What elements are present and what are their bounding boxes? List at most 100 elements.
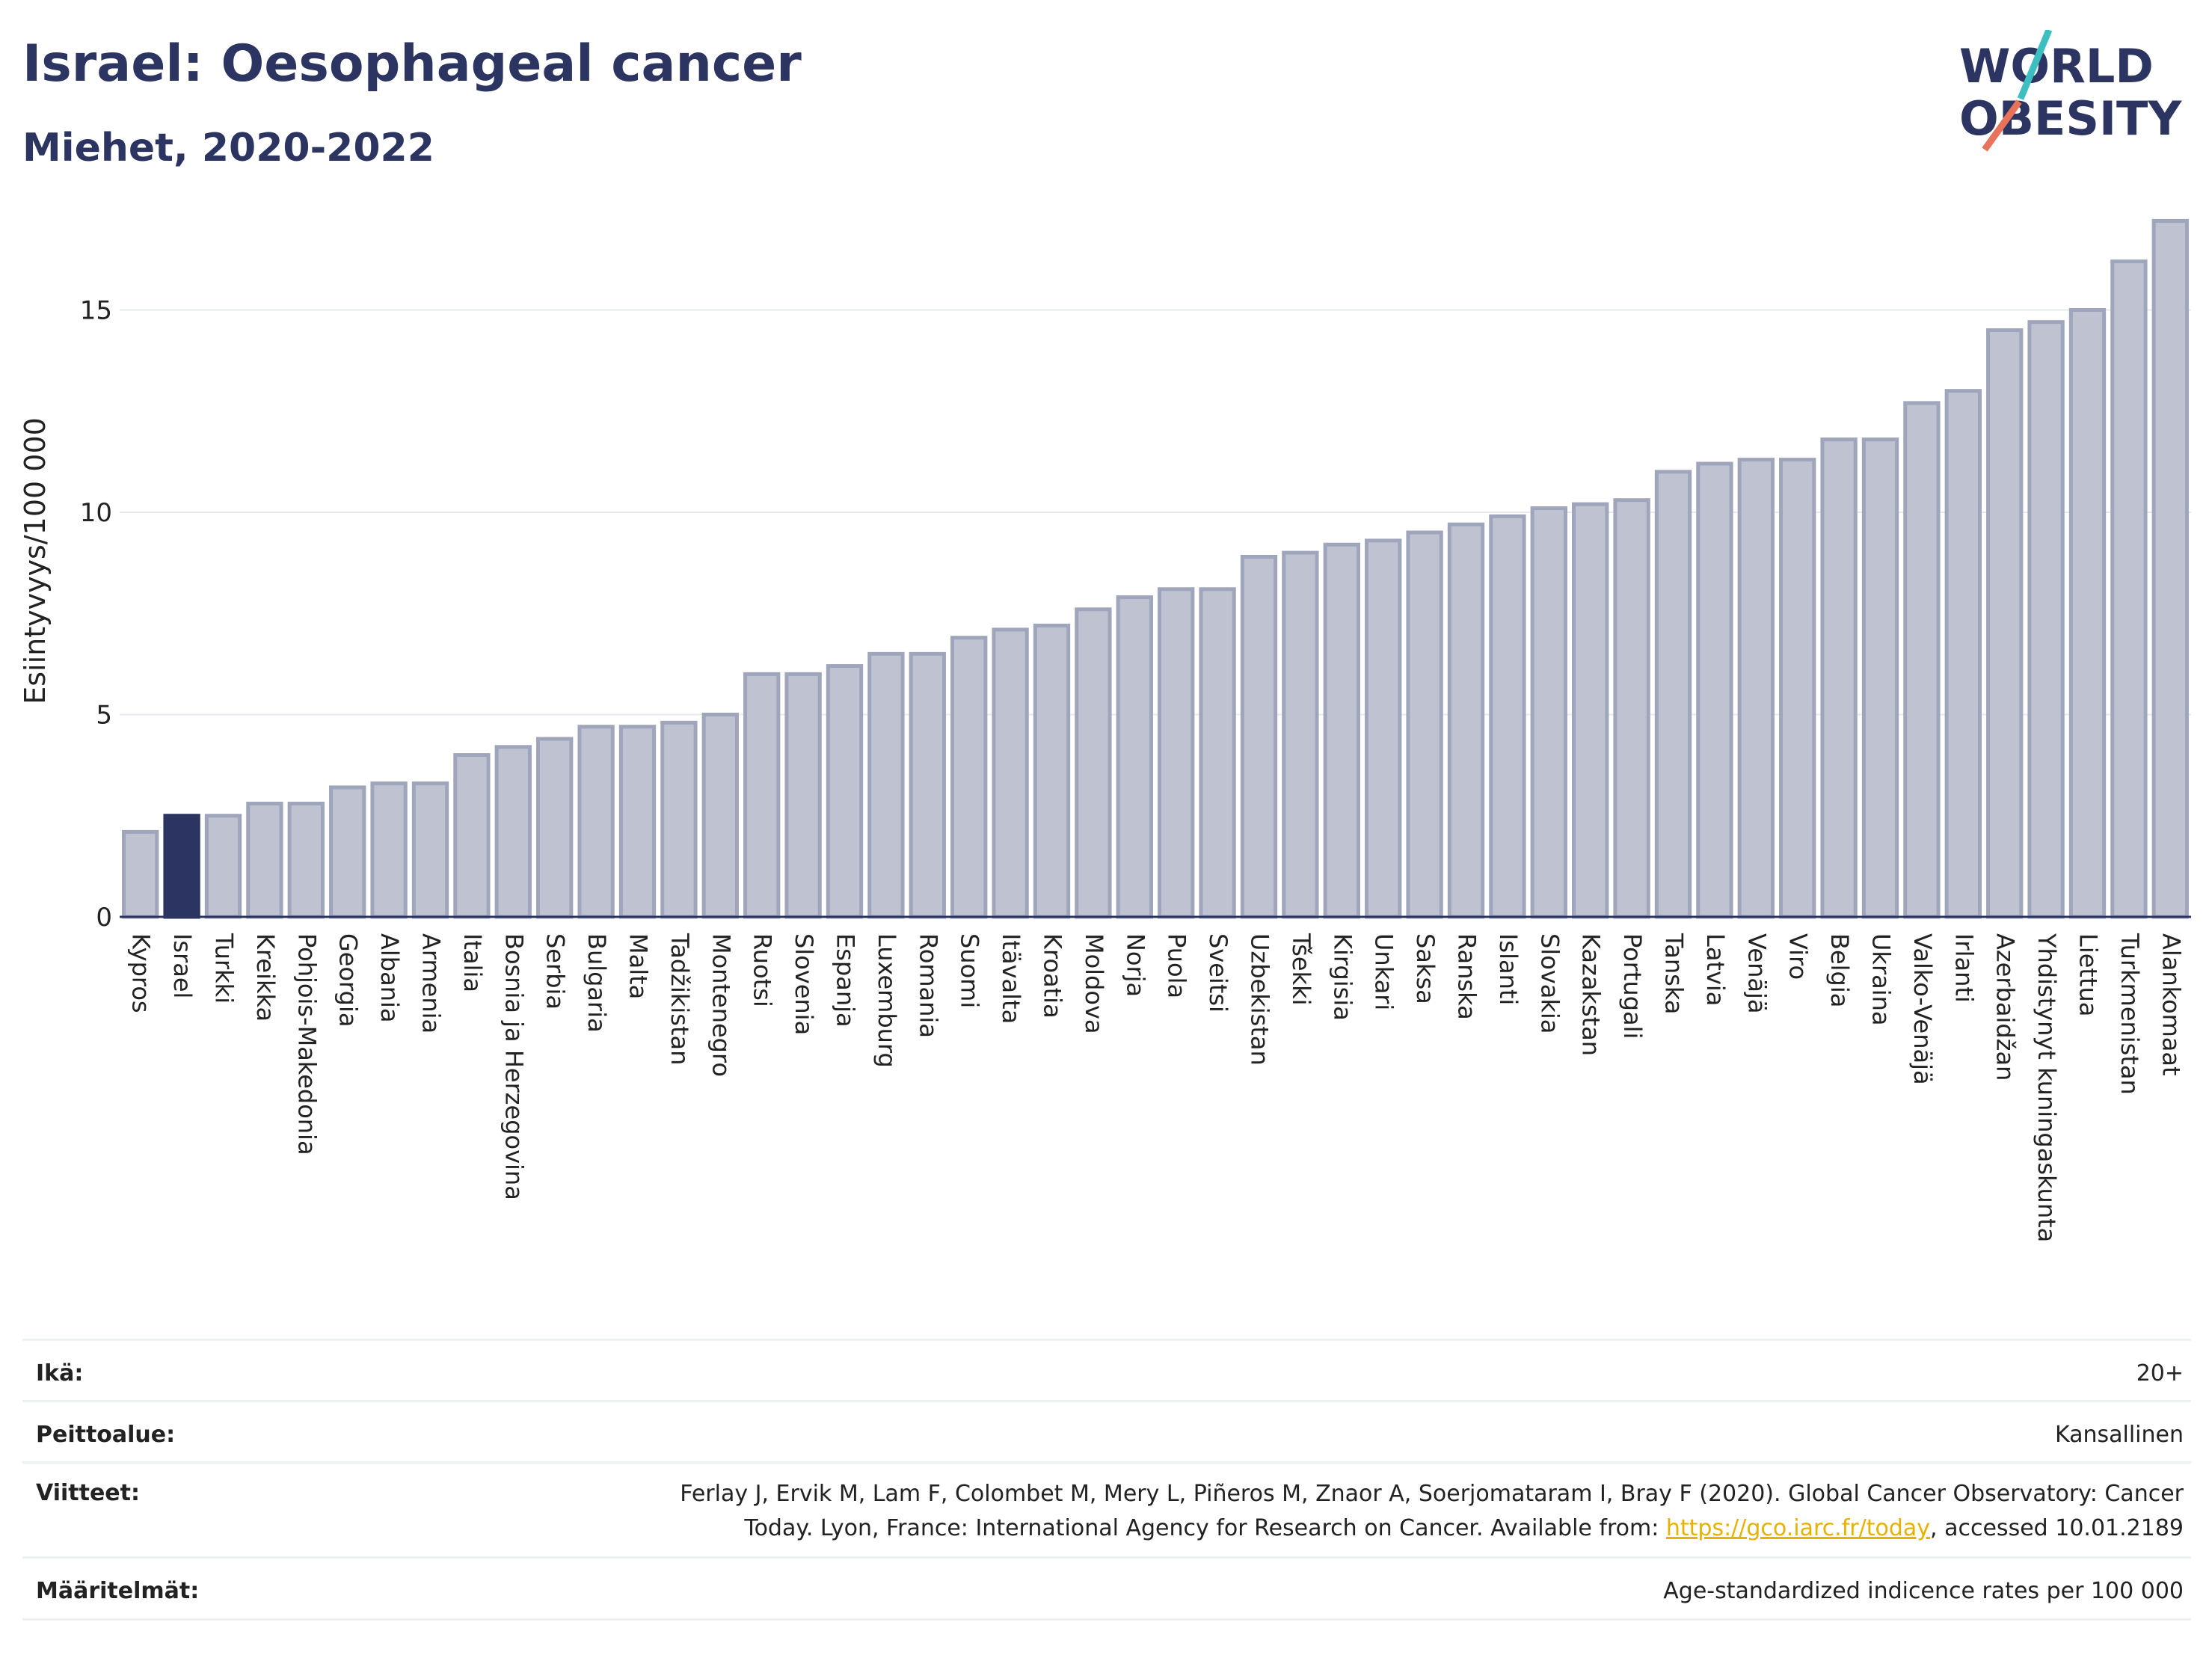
x-tick-label: Suomi <box>956 933 984 1008</box>
x-tick-label: Islanti <box>1494 933 1523 1005</box>
bar-yhdistynyt-kuningaskunta <box>2027 320 2065 919</box>
bar-norja <box>1116 595 1153 919</box>
bar-kazakstan <box>1572 502 1609 919</box>
bar-romania <box>909 651 946 919</box>
logo-slash-lower <box>1982 99 2022 152</box>
y-axis-title: Esiintyvyys/100 000 <box>19 417 52 704</box>
x-tick-label: Armenia <box>417 933 446 1034</box>
x-tick-label: Ranska <box>1453 933 1481 1020</box>
bar-valko-ven-j- <box>1903 401 1941 919</box>
bar-israel <box>163 814 200 919</box>
bar-albania <box>370 781 408 919</box>
definitions-value: Age-standardized indicence rates per 100… <box>1663 1578 2184 1604</box>
x-tick-label: Liettua <box>2074 933 2103 1016</box>
x-tick-label: Romania <box>914 933 942 1038</box>
bar-liettua <box>2068 307 2107 919</box>
x-tick-label: Itävalta <box>997 933 1025 1024</box>
bar-belgia <box>1820 437 1858 919</box>
x-tick-label: Valko-Venäjä <box>1908 933 1937 1085</box>
bar-tanska <box>1654 470 1692 919</box>
bar-slovenia <box>784 672 822 919</box>
info-row-references: Viitteet: Ferlay J, Ervik M, Lam F, Colo… <box>22 1461 2191 1557</box>
bar-saksa <box>1406 530 1443 919</box>
x-tick-label: Israel <box>168 933 197 998</box>
bar-malta <box>618 725 657 919</box>
x-tick-label: Bosnia ja Herzegovina <box>500 933 528 1200</box>
bar-latvia <box>1696 461 1733 919</box>
y-tick-label: 10 <box>80 498 112 528</box>
x-tick-label: Malta <box>624 933 653 999</box>
x-tick-label: Sveitsi <box>1204 933 1232 1013</box>
bar-montenegro <box>701 712 739 919</box>
x-tick-label: Espanja <box>832 933 860 1028</box>
bar-turkmenistan <box>2110 260 2148 919</box>
x-tick-label: Unkari <box>1370 933 1398 1010</box>
age-label: Ikä: <box>36 1360 84 1387</box>
x-tick-label: Bulgaria <box>583 933 611 1033</box>
references-accessed: , accessed 10.01.2189 <box>1930 1515 2184 1541</box>
x-tick-label: Kreikka <box>251 933 280 1022</box>
bar-kroatia <box>1033 623 1071 919</box>
y-axis: 0 5 10 15 <box>80 295 112 933</box>
x-tick-label: Kypros <box>127 933 156 1013</box>
bar-ranska <box>1447 522 1485 919</box>
bar-turkki <box>204 814 242 919</box>
bar-tad-ikistan <box>660 720 698 919</box>
x-tick-label: Moldova <box>1080 933 1108 1034</box>
bar-unkari <box>1365 538 1402 919</box>
bar-serbia <box>536 737 574 919</box>
references-line2-text: Today. Lyon, France: International Agenc… <box>744 1515 1666 1541</box>
bar-ven-j- <box>1737 458 1775 919</box>
x-tick-label: Turkki <box>210 933 239 1004</box>
bar-sveitsi <box>1199 587 1236 919</box>
bar-portugali <box>1613 498 1650 919</box>
x-tick-label: Ruotsi <box>749 933 777 1007</box>
bar-georgia <box>329 785 366 919</box>
bar-bulgaria <box>577 725 615 919</box>
references-link[interactable]: https://gco.iarc.fr/today <box>1665 1515 1931 1541</box>
x-tick-label: Latvia <box>1701 933 1730 1006</box>
bar-suomi <box>950 636 988 919</box>
chart-subtitle: Miehet, 2020-2022 <box>22 126 434 171</box>
x-tick-label: Turkmenistan <box>2116 933 2144 1095</box>
bar-armenia <box>411 781 449 919</box>
bar-t-ekki <box>1282 550 1319 919</box>
coverage-label: Peittoalue: <box>36 1422 176 1448</box>
x-tick-label: Alankomaat <box>2157 933 2185 1076</box>
y-tick-label: 5 <box>96 700 112 730</box>
x-tick-label: Kazakstan <box>1577 933 1606 1056</box>
x-tick-label: Saksa <box>1411 933 1440 1004</box>
x-tick-label: Kroatia <box>1039 933 1067 1019</box>
x-tick-label: Azerbaidžan <box>1991 933 2020 1081</box>
x-tick-label: Yhdistynyt kuningaskunta <box>2033 933 2061 1242</box>
bar-puola <box>1158 587 1195 919</box>
bar-azerbaid-an <box>1986 328 2024 919</box>
bar-espanja <box>826 664 864 919</box>
bar-bosnia-ja-herzegovina <box>494 745 532 919</box>
x-tick-label: Tšekki <box>1287 933 1315 1006</box>
info-row-coverage: Peittoalue: Kansallinen <box>22 1400 2191 1462</box>
world-obesity-logo: WORLD OBESITY <box>1959 30 2182 152</box>
x-tick-label: Tadžikistan <box>666 933 694 1065</box>
bar-kypros <box>122 829 159 919</box>
x-tick-label: Venäjä <box>1742 933 1771 1013</box>
references-label: Viitteet: <box>36 1480 140 1506</box>
bar-pohjois-makedonia <box>287 802 325 919</box>
x-tick-label: Ukraina <box>1867 933 1896 1026</box>
bar-chart: 0 5 10 15 Kypros Israel Turkki Kreikka Pohjois-… <box>19 218 2191 1242</box>
y-tick-label: 15 <box>80 295 112 325</box>
bar-kreikka <box>246 802 283 919</box>
x-tick-label: Italia <box>458 933 487 992</box>
bar-luxemburg <box>867 651 905 919</box>
age-value: 20+ <box>2136 1360 2184 1387</box>
bar-slovakia <box>1530 506 1567 919</box>
references-line2: Today. Lyon, France: International Agenc… <box>538 1511 2184 1546</box>
bar-alankomaat <box>2151 218 2189 919</box>
x-tick-label: Slovakia <box>1535 933 1564 1034</box>
x-tick-label: Pohjois-Makedonia <box>292 933 321 1155</box>
logo-slash-upper <box>2017 30 2053 100</box>
references-value: Ferlay J, Ervik M, Lam F, Colombet M, Me… <box>538 1477 2184 1546</box>
bars <box>122 218 2189 919</box>
bar-viro <box>1779 458 1816 919</box>
chart-title: Israel: Oesophageal cancer <box>22 34 802 93</box>
